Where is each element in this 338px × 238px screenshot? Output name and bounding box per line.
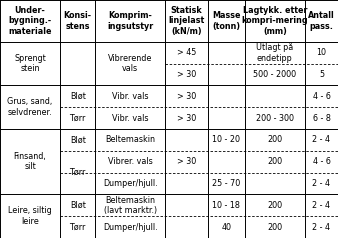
Text: Antall
pass.: Antall pass. (308, 11, 335, 31)
Text: Statisk
linjelast
(kN/m): Statisk linjelast (kN/m) (168, 6, 204, 36)
Text: Tørr: Tørr (70, 114, 86, 123)
Text: 500 - 2000: 500 - 2000 (253, 70, 296, 79)
Text: 10 - 18: 10 - 18 (212, 201, 240, 210)
Text: Finsand,
silt: Finsand, silt (14, 152, 47, 171)
Text: Bløt: Bløt (70, 92, 86, 101)
Text: Grus, sand,
selvdrener.: Grus, sand, selvdrener. (7, 98, 53, 117)
Text: 200 - 300: 200 - 300 (256, 114, 294, 123)
Text: Dumper/hjull.: Dumper/hjull. (103, 179, 158, 188)
Text: Dumper/hjull.: Dumper/hjull. (103, 223, 158, 232)
Text: 25 - 70: 25 - 70 (212, 179, 240, 188)
Text: Vibr. vals: Vibr. vals (112, 92, 148, 101)
Text: > 30: > 30 (177, 70, 196, 79)
Text: 2 - 4: 2 - 4 (313, 179, 331, 188)
Text: 200: 200 (267, 157, 283, 166)
Text: 4 - 6: 4 - 6 (313, 92, 331, 101)
Text: Bløt: Bløt (70, 135, 86, 144)
Text: Tørr: Tørr (70, 168, 86, 177)
Text: > 30: > 30 (177, 157, 196, 166)
Text: Tørr: Tørr (70, 223, 86, 232)
Text: Masse
(tonn): Masse (tonn) (212, 11, 241, 31)
Text: 2 - 4: 2 - 4 (313, 201, 331, 210)
Text: Vibrer. vals: Vibrer. vals (108, 157, 152, 166)
Text: 200: 200 (267, 223, 283, 232)
Text: > 45: > 45 (177, 48, 196, 57)
Text: > 30: > 30 (177, 114, 196, 123)
Text: 200: 200 (267, 135, 283, 144)
Text: 5: 5 (319, 70, 324, 79)
Text: 4 - 6: 4 - 6 (313, 157, 331, 166)
Text: 200: 200 (267, 201, 283, 210)
Text: Bløt: Bløt (70, 201, 86, 210)
Bar (0, 0, 338, 42)
Text: Vibr. vals: Vibr. vals (112, 114, 148, 123)
Text: Lagtykk. etter
kompri-mering
(mm): Lagtykk. etter kompri-mering (mm) (242, 6, 308, 36)
Text: Under-
bygning.-
materiale: Under- bygning.- materiale (8, 6, 52, 36)
Text: Utlagt på
endetipp: Utlagt på endetipp (256, 43, 293, 63)
Text: 10: 10 (316, 48, 327, 57)
Text: Komprim-
ingsutstyr: Komprim- ingsutstyr (107, 11, 153, 31)
Text: 6 - 8: 6 - 8 (313, 114, 331, 123)
Text: Beltemaskin: Beltemaskin (105, 135, 155, 144)
Text: 40: 40 (221, 223, 231, 232)
Text: Beltemaskin
(lavt marktr.): Beltemaskin (lavt marktr.) (103, 196, 157, 215)
Text: Konsi-
stens: Konsi- stens (64, 11, 92, 31)
Text: 10 - 20: 10 - 20 (212, 135, 240, 144)
Text: Vibrerende
vals: Vibrerende vals (108, 54, 152, 73)
Text: > 30: > 30 (177, 92, 196, 101)
Text: 2 - 4: 2 - 4 (313, 135, 331, 144)
Text: 2 - 4: 2 - 4 (313, 223, 331, 232)
Text: Leire, siltig
leire: Leire, siltig leire (8, 207, 52, 226)
Text: Sprengt
stein: Sprengt stein (14, 54, 46, 73)
